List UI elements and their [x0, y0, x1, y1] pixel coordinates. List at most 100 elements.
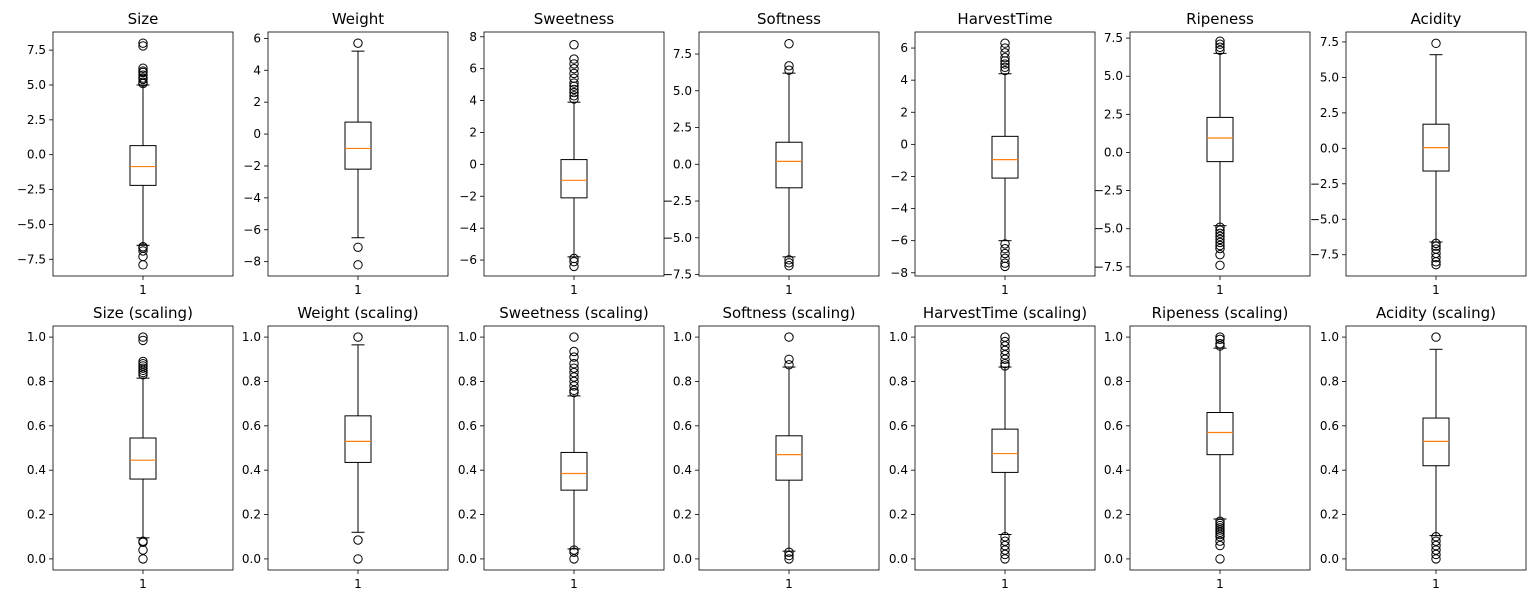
chart-6-outlier-10 [1215, 240, 1225, 251]
chart-1-outlier-9 [138, 78, 148, 89]
chart-10-outlier-8 [569, 381, 579, 391]
chart-11-outlier-1 [784, 354, 794, 364]
chart-8-ytick-label-4: 0.8 [27, 374, 46, 388]
chart-6-outlier-11 [1215, 243, 1225, 254]
chart-11-outlier-5 [784, 554, 794, 564]
chart-5-outlier-10 [1000, 248, 1010, 259]
chart-8-ytick-label-2: 0.4 [27, 463, 46, 477]
chart-13-outlier-14 [1215, 554, 1225, 564]
chart-13-ytick-label-2: 0.4 [1104, 463, 1123, 477]
chart-7-outlier-5 [1431, 252, 1441, 263]
chart-8-ytick-label-1: 0.2 [27, 508, 46, 522]
chart-7-outlier-7 [1431, 259, 1441, 270]
chart-14-axes-frame [1345, 325, 1527, 571]
chart-8-outlier-7 [138, 367, 148, 378]
chart-1-outlier-12 [138, 246, 148, 256]
chart-2-ytick-label-7: 6 [253, 31, 261, 45]
chart-4-ytick-label-6: 7.5 [673, 47, 692, 61]
chart-6-outlier-0 [1215, 36, 1225, 46]
chart-6-outlier-2 [1215, 42, 1225, 52]
chart-10-outlier-2 [569, 352, 579, 362]
chart-12-ytick-label-4: 0.8 [889, 374, 908, 388]
chart-13-outlier-2 [1215, 339, 1225, 349]
chart-14-ytick-label-3: 0.6 [1320, 419, 1339, 433]
chart-6-ytick-label-3: 0.0 [1104, 145, 1123, 159]
chart-7-outlier-6 [1431, 257, 1441, 267]
chart-1-title: Size [128, 10, 159, 28]
chart-5-outlier-3 [1000, 52, 1010, 63]
chart-4-ytick-label-4: 2.5 [673, 121, 692, 135]
chart-3-outlier-7 [569, 81, 579, 91]
chart-9-ytick-label-4: 0.8 [242, 374, 261, 388]
chart-1-box [129, 145, 157, 186]
chart-8-xtick-label: 1 [139, 577, 147, 591]
chart-8-title: Size (scaling) [93, 304, 193, 322]
chart-13-ytick-label-4: 0.8 [1104, 374, 1123, 388]
chart-12-axes-frame [914, 325, 1096, 571]
chart-11-axes-frame [698, 325, 880, 571]
chart-1-outlier-0 [138, 38, 148, 48]
chart-1-outlier-13 [138, 251, 148, 262]
chart-10-outlier-1 [569, 346, 579, 357]
chart-2: Weight −8 −6 −4 −2 0 2 4 6 1 [243, 10, 449, 297]
chart-2-ytick-label-3: −2 [243, 159, 261, 173]
chart-7-ytick-label-2: −2.5 [1310, 177, 1339, 191]
chart-11-box [775, 435, 803, 481]
chart-11-ytick-label-0: 0.0 [673, 552, 692, 566]
chart-5-axes-frame [914, 31, 1096, 277]
chart-5-ytick-label-4: 0 [900, 137, 908, 151]
chart-12-xtick-label: 1 [1001, 577, 1009, 591]
chart-7-ytick-label-3: 0.0 [1320, 141, 1339, 155]
chart-4-ytick-label-2: −2.5 [663, 194, 692, 208]
chart-8-outlier-6 [138, 365, 148, 376]
chart-8-outlier-1 [138, 335, 148, 346]
chart-10-axes-frame [483, 325, 665, 571]
chart-3-ytick-label-6: 6 [469, 62, 477, 76]
chart-10-ytick-label-3: 0.6 [458, 419, 477, 433]
chart-7-ytick-label-4: 2.5 [1320, 106, 1339, 120]
chart-7-xtick-label: 1 [1432, 283, 1440, 297]
chart-8-outlier-0 [138, 332, 148, 342]
chart-8-outlier-11 [138, 545, 148, 555]
chart-12: HarvestTime (scaling) 0.0 0.2 0.4 0.6 0.8 1.0 1 [889, 304, 1096, 591]
chart-5-box [991, 135, 1019, 179]
chart-5-ytick-label-1: −6 [890, 234, 908, 248]
chart-6-ytick-label-4: 2.5 [1104, 107, 1123, 121]
chart-10-title: Sweetness (scaling) [499, 304, 649, 322]
chart-2-xtick-label: 1 [354, 283, 362, 297]
chart-4-title: Softness [757, 10, 821, 28]
chart-1-outlier-2 [138, 63, 148, 73]
chart-12-outlier-5 [1000, 354, 1010, 364]
chart-13-outlier-8 [1215, 525, 1225, 535]
chart-9-outlier-0 [353, 332, 363, 342]
chart-12-ytick-label-0: 0.0 [889, 552, 908, 566]
chart-1-axes-frame [52, 31, 234, 277]
chart-3-outlier-0 [569, 40, 579, 50]
chart-10-ytick-label-4: 0.8 [458, 374, 477, 388]
chart-3: Sweetness −6 −4 −2 0 2 4 6 8 1 [459, 10, 665, 297]
chart-13-ytick-label-5: 1.0 [1104, 330, 1123, 344]
chart-6-outlier-3 [1215, 45, 1225, 55]
chart-4-box [775, 141, 803, 189]
chart-5-outlier-11 [1000, 253, 1010, 264]
chart-8-ytick-label-5: 1.0 [27, 330, 46, 344]
chart-6-ytick-label-1: −5.0 [1094, 222, 1123, 236]
chart-1-outlier-4 [138, 67, 148, 78]
chart-1-ytick-label-3: 0.0 [27, 148, 46, 162]
chart-8-outlier-5 [138, 363, 148, 373]
chart-3-ytick-label-1: −4 [459, 221, 477, 235]
chart-7-axes-frame [1345, 31, 1527, 277]
chart-8-outlier-10 [138, 537, 148, 547]
chart-6-ytick-label-2: −2.5 [1094, 184, 1123, 198]
chart-8-ytick-label-0: 0.0 [27, 552, 46, 566]
chart-3-outlier-11 [569, 94, 579, 104]
chart-5-ytick-label-5: 2 [900, 105, 908, 119]
chart-6: Ripeness −7.5 −5.0 −2.5 0.0 2.5 5.0 7.5 1 [1094, 10, 1311, 297]
chart-4-xtick-label: 1 [785, 283, 793, 297]
chart-14-ytick-label-2: 0.4 [1320, 463, 1339, 477]
chart-11: Softness (scaling) 0.0 0.2 0.4 0.6 0.8 1.0 1 [673, 304, 880, 591]
chart-1-ytick-label-4: 2.5 [27, 113, 46, 127]
chart-9: Weight (scaling) 0.0 0.2 0.4 0.6 0.8 1.0 1 [242, 304, 449, 591]
chart-2-box [344, 121, 372, 170]
